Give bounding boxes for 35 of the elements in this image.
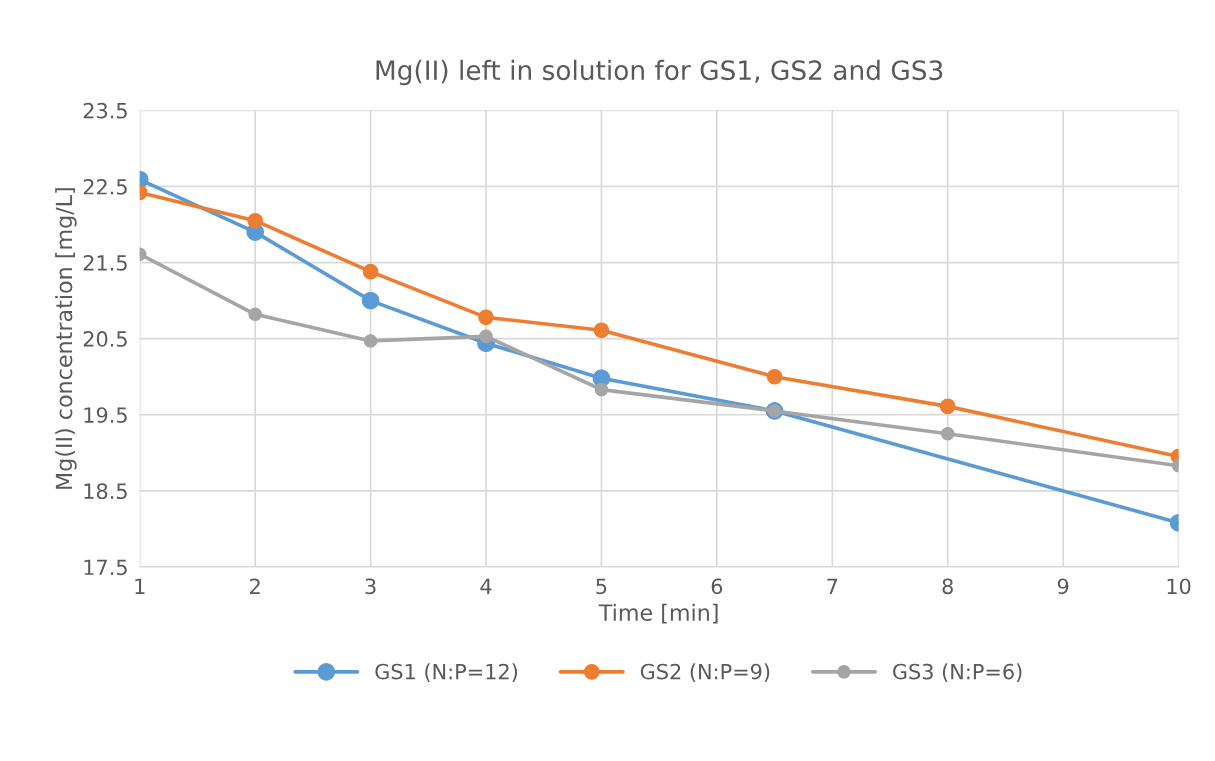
x-tick-label: 5 bbox=[596, 578, 607, 595]
y-tick-label: 22.5 bbox=[83, 178, 127, 195]
point bbox=[594, 382, 609, 397]
legend-label: GS1 (N:P=12) bbox=[375, 663, 518, 682]
x-tick-label: 3 bbox=[365, 578, 376, 595]
x-axis-title: Time [min] bbox=[598, 603, 718, 624]
point bbox=[363, 334, 378, 348]
x-tick-label: 9 bbox=[1057, 578, 1069, 595]
point bbox=[248, 307, 262, 322]
chart-title: Mg(II) left in solution for GS1, GS2 and GS3 bbox=[376, 59, 943, 86]
point bbox=[766, 368, 783, 385]
x-tick-label: 2 bbox=[250, 578, 260, 594]
x-tick-label: 4 bbox=[480, 578, 492, 594]
x-tick-label: 1 bbox=[135, 578, 145, 594]
y-tick-label: 20.5 bbox=[83, 331, 127, 347]
legend-label: GS3 (N:P=6) bbox=[893, 663, 1022, 682]
point bbox=[479, 329, 493, 344]
x-tick-label: 8 bbox=[942, 578, 953, 595]
point bbox=[361, 291, 380, 310]
point bbox=[939, 398, 956, 415]
y-tick-label: 17.5 bbox=[84, 559, 127, 576]
point bbox=[362, 263, 379, 280]
point bbox=[247, 212, 263, 229]
y-tick-label: 23.5 bbox=[83, 102, 127, 119]
y-tick-label: 18.5 bbox=[84, 483, 127, 500]
y-tick-label: 19.5 bbox=[84, 407, 127, 423]
y-axis-title: Mg(II) concentration [mg/L] bbox=[55, 188, 77, 489]
x-tick-label: 6 bbox=[711, 578, 723, 595]
point bbox=[940, 427, 955, 441]
x-tick-label: 7 bbox=[827, 578, 838, 594]
point bbox=[593, 322, 610, 339]
x-tick-label: 10 bbox=[1167, 578, 1191, 595]
y-tick-label: 21.5 bbox=[83, 255, 127, 271]
legend-label: GS2 (N:P=9) bbox=[640, 663, 770, 682]
point bbox=[478, 309, 494, 326]
